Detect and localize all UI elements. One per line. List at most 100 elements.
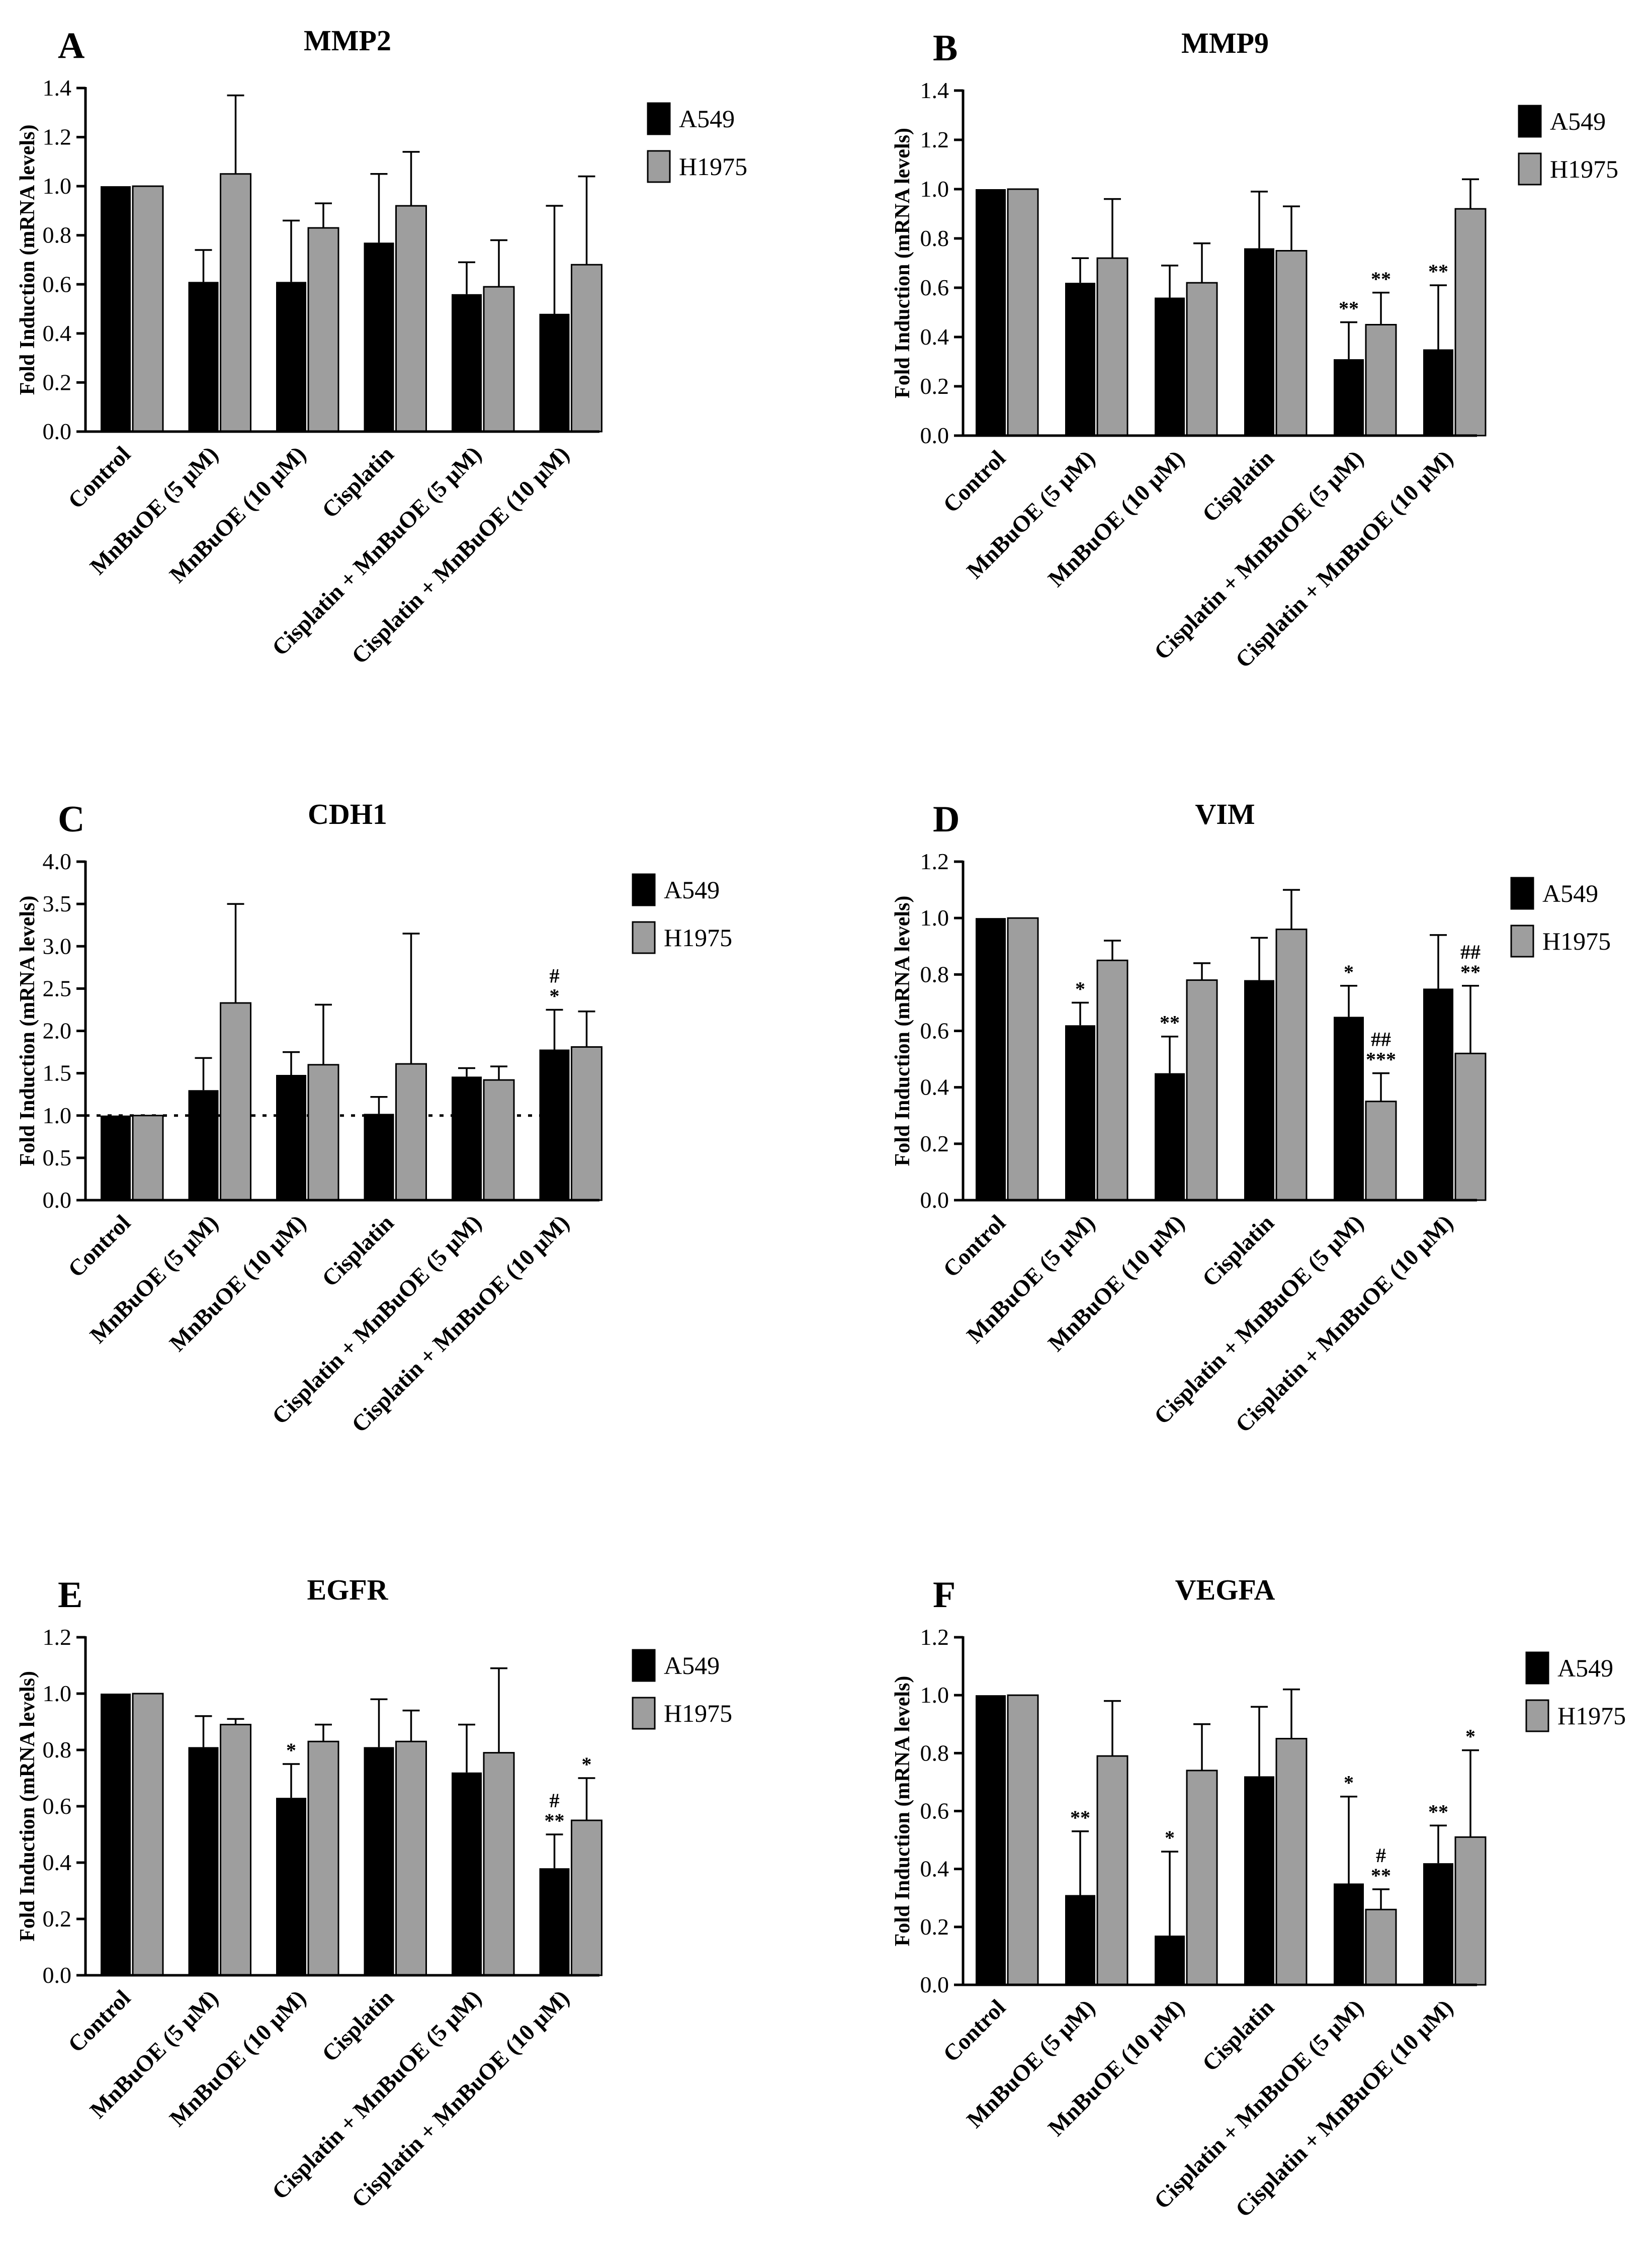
bar-h1975: [1186, 979, 1218, 1201]
x-tick-label: Cisplatin: [317, 441, 399, 523]
bar-a549: [1155, 297, 1185, 436]
y-tick-label: 1.5: [43, 1060, 72, 1086]
y-tick-label: 0.6: [920, 275, 949, 300]
bar-a549: [976, 918, 1006, 1200]
bar-h1975: [307, 227, 339, 433]
bar-h1975: [1365, 1908, 1397, 1986]
bar-a549: [539, 313, 570, 432]
panel-title: EGFR: [307, 1573, 388, 1606]
bar-a549: [1065, 1025, 1095, 1200]
bar-a549: [452, 1076, 482, 1200]
y-tick-label: 1.2: [920, 127, 949, 152]
significance-label: **: [1160, 1012, 1180, 1034]
bar-h1975: [483, 1079, 515, 1201]
bar-h1975: [1186, 1770, 1218, 1986]
y-tick-label: 1.0: [920, 905, 949, 931]
bar-h1975: [307, 1740, 339, 1976]
bar-a549: [539, 1049, 570, 1200]
bar-h1975: [132, 185, 164, 433]
x-tick-label: Cisplatin: [317, 1210, 399, 1292]
y-tick-label: 2.0: [43, 1018, 72, 1044]
bar-h1975: [483, 286, 515, 433]
legend-label: H1975: [1550, 155, 1618, 183]
legend-label: A549: [1550, 107, 1606, 135]
significance-label: **: [1371, 268, 1391, 290]
panel-e: E EGFR Fold Induction (mRNA levels)0.0 0.2 0…: [16, 1573, 732, 2213]
bar-h1975: [220, 173, 251, 433]
y-tick-label: 0.6: [920, 1798, 949, 1824]
legend-swatch: [1525, 1699, 1549, 1732]
y-tick-label: 2.5: [43, 975, 72, 1001]
y-tick-label: 0.0: [920, 1187, 949, 1213]
y-tick-label: 3.5: [43, 891, 72, 916]
bar-a549: [1423, 349, 1453, 436]
legend-label: H1975: [1557, 1702, 1626, 1730]
bar-a549: [101, 1694, 131, 1975]
x-tick-label: Control: [63, 1210, 135, 1282]
x-tick-label: Control: [938, 1994, 1010, 2067]
x-tick-label: Cisplatin: [317, 1985, 399, 2067]
legend-swatch: [632, 873, 656, 906]
panel-letter: C: [58, 799, 84, 840]
legend-swatch: [632, 921, 656, 954]
bar-a549: [452, 1772, 482, 1975]
bar-a549: [1065, 283, 1095, 436]
y-tick-label: 0.4: [920, 1074, 949, 1100]
x-tick-label: Cisplatin: [1197, 1994, 1279, 2076]
panel-letter: D: [933, 799, 960, 840]
panel-letter: A: [58, 25, 84, 66]
legend-swatch: [1525, 1651, 1549, 1685]
y-tick-label: 0.4: [920, 324, 949, 350]
significance-label: **: [545, 1809, 565, 1832]
bar-a549: [364, 1747, 394, 1975]
y-axis-label: Fold Induction (mRNA levels): [16, 896, 39, 1166]
panel-d: D VIM Fold Induction (mRNA levels) 0.0 0.2 0.…: [891, 798, 1611, 1438]
axes: [84, 1636, 599, 1977]
y-axis-label: Fold Induction (mRNA levels): [16, 125, 39, 395]
bar-a549: [1244, 248, 1274, 436]
y-tick-label: 0.6: [43, 1793, 72, 1819]
panel-title: MMP2: [304, 24, 391, 57]
legend-label: A549: [1557, 1654, 1613, 1682]
x-tick-label: Control: [938, 1210, 1010, 1282]
bar-a549: [276, 1074, 306, 1200]
legend-label: A549: [664, 876, 720, 904]
significance-label: *: [1165, 1826, 1175, 1849]
significance-label: *: [1344, 1772, 1354, 1794]
bar-h1975: [132, 1115, 164, 1201]
bar-h1975: [395, 1740, 427, 1976]
bar-h1975: [1186, 282, 1218, 437]
y-tick-label: 0.8: [43, 222, 72, 248]
legend-label: A549: [679, 105, 735, 133]
bar-h1975: [1454, 208, 1487, 437]
bar-a549: [276, 1798, 306, 1975]
y-tick-label: 1.0: [43, 1103, 72, 1128]
significance-label: *: [286, 1739, 296, 1762]
legend-swatch: [1510, 925, 1534, 958]
bar-a549: [1065, 1895, 1095, 1985]
y-tick-label: 1.4: [43, 75, 72, 101]
bar-a549: [364, 242, 394, 432]
significance-label: **: [1070, 1806, 1090, 1829]
y-tick-label: 0.8: [920, 1740, 949, 1766]
bar-a549: [276, 282, 306, 432]
panel-letter: E: [58, 1574, 82, 1616]
bar-a549: [188, 1090, 219, 1200]
y-tick-label: 0.0: [43, 418, 72, 444]
panel-title: VIM: [1195, 798, 1255, 830]
significance-label: *: [550, 984, 560, 1007]
axes: [84, 87, 599, 433]
legend-swatch: [632, 1697, 656, 1730]
y-tick-label: 0.8: [43, 1737, 72, 1763]
axes: [962, 90, 1477, 437]
significance-label: ***: [1366, 1048, 1396, 1071]
bar-h1975: [1365, 1101, 1397, 1201]
bar-a549: [976, 1695, 1006, 1985]
bar-a549: [539, 1868, 570, 1975]
significance-label: *: [1344, 961, 1354, 983]
y-tick-label: 0.8: [920, 225, 949, 251]
bar-h1975: [1007, 1694, 1039, 1986]
significance-label: **: [1428, 1800, 1448, 1823]
bar-a549: [1423, 988, 1453, 1200]
bar-a549: [101, 186, 131, 432]
